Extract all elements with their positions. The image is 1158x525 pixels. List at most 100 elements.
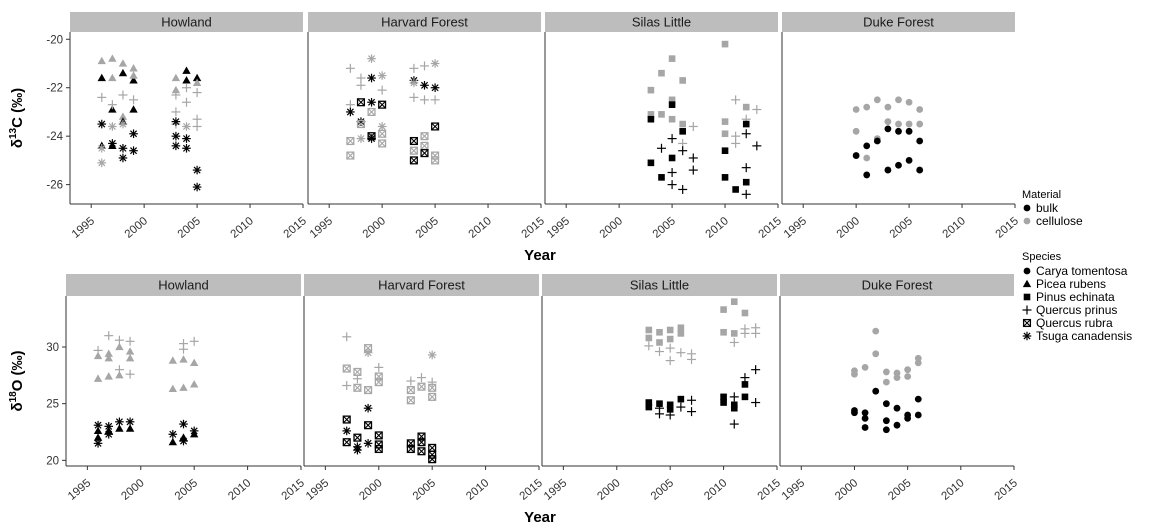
- data-point: [667, 327, 674, 334]
- data-point: [894, 422, 901, 429]
- data-point: [862, 415, 869, 422]
- data-point: [108, 122, 117, 131]
- x-axis-title: Year: [524, 509, 556, 525]
- data-point: [863, 155, 870, 162]
- data-point: [648, 87, 655, 94]
- data-point: [720, 329, 727, 336]
- data-point: [407, 387, 414, 394]
- data-point: [193, 183, 202, 192]
- data-point: [171, 107, 180, 116]
- data-point: [356, 81, 365, 90]
- data-point: [169, 356, 177, 363]
- data-point: [915, 412, 922, 419]
- data-point: [669, 101, 676, 108]
- data-point: [172, 117, 181, 126]
- data-point: [730, 420, 739, 429]
- data-point: [885, 104, 892, 111]
- x-tick-label: 2000: [361, 215, 388, 241]
- data-point: [668, 168, 677, 177]
- data-point: [731, 95, 740, 104]
- y-tick-label: 30: [46, 342, 59, 354]
- data-point: [421, 150, 428, 157]
- data-point: [916, 121, 923, 128]
- data-point: [885, 167, 892, 174]
- data-point: [104, 430, 113, 439]
- x-tick-label: 2010: [702, 477, 729, 503]
- data-point: [676, 403, 685, 412]
- legend-species-key: [1023, 332, 1032, 341]
- data-point: [679, 128, 686, 135]
- data-point: [179, 420, 188, 429]
- x-tick-label: 1995: [782, 215, 809, 241]
- data-point: [678, 146, 687, 155]
- data-point: [742, 163, 751, 172]
- data-point: [740, 329, 749, 338]
- data-point: [666, 356, 675, 365]
- legend-species-key: [1023, 280, 1031, 287]
- data-point: [722, 118, 729, 125]
- data-point: [182, 144, 191, 153]
- legend-species-label: Quercus rubra: [1036, 316, 1113, 330]
- legend-species-label: Carya tomentosa: [1036, 264, 1128, 278]
- y-tick-label: -20: [46, 34, 63, 46]
- data-point: [420, 61, 429, 70]
- data-point: [342, 427, 351, 436]
- data-point: [172, 74, 180, 81]
- data-point: [411, 157, 418, 164]
- data-point: [742, 190, 751, 199]
- data-point: [853, 106, 860, 113]
- x-tick-label: 2010: [939, 477, 966, 503]
- data-point: [94, 439, 103, 448]
- x-tick-label: 1995: [66, 477, 93, 503]
- data-point: [97, 159, 106, 168]
- x-tick-label: 2000: [833, 477, 860, 503]
- data-point: [916, 167, 923, 174]
- data-point: [411, 147, 418, 154]
- data-point: [97, 120, 106, 129]
- x-tick-label: 1995: [308, 215, 335, 241]
- data-point: [916, 138, 923, 145]
- facet-silas-little: Silas Little1995 2000 2005 2010 2015: [545, 12, 784, 241]
- facet-strip-label: Silas Little: [630, 278, 689, 293]
- data-point: [742, 129, 751, 138]
- data-point: [872, 350, 879, 357]
- data-point: [687, 407, 696, 416]
- data-point: [658, 70, 665, 77]
- data-point: [108, 100, 117, 109]
- data-point: [126, 370, 135, 379]
- data-point: [97, 144, 106, 153]
- data-point: [752, 105, 761, 114]
- data-point: [182, 122, 191, 131]
- data-point: [129, 105, 137, 112]
- data-point: [193, 122, 202, 131]
- data-point: [885, 118, 892, 125]
- data-point: [722, 147, 729, 154]
- facet-howland: Howland1995 2000 2005 2010 2015: [70, 12, 309, 241]
- data-point: [731, 330, 738, 337]
- y-tick-label: -22: [46, 83, 63, 95]
- data-point: [743, 121, 750, 128]
- data-point: [678, 324, 685, 331]
- data-point: [407, 397, 414, 404]
- data-point: [343, 439, 350, 446]
- data-point: [862, 364, 869, 371]
- data-point: [432, 157, 439, 164]
- data-point: [94, 352, 102, 359]
- data-point: [669, 55, 676, 62]
- data-point: [874, 96, 881, 103]
- data-point: [190, 337, 199, 346]
- data-point: [342, 381, 351, 390]
- data-point: [420, 95, 429, 104]
- data-point: [666, 344, 675, 353]
- data-point: [916, 106, 923, 113]
- data-point: [379, 130, 386, 137]
- data-point: [97, 93, 106, 102]
- facet-strip-label: Harvard Forest: [378, 278, 465, 293]
- data-point: [367, 74, 376, 83]
- x-tick-label: 2000: [835, 215, 862, 241]
- data-point: [429, 456, 436, 463]
- data-point: [676, 348, 685, 357]
- data-point: [409, 93, 418, 102]
- data-point: [863, 172, 870, 179]
- data-point: [751, 329, 760, 338]
